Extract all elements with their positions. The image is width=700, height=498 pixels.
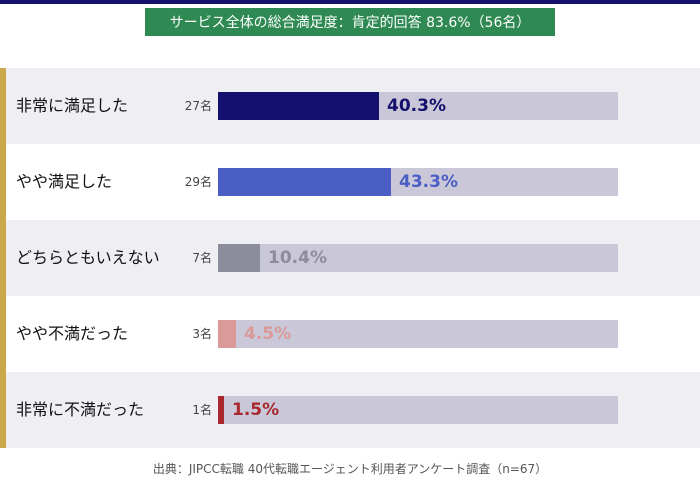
percentage-label: 4.5% [244, 324, 292, 344]
category-label: 非常に満足した [16, 96, 129, 115]
count-label: 1名 [192, 403, 212, 417]
category-label: どちらともいえない [16, 248, 160, 267]
bar [218, 396, 224, 424]
bar [218, 168, 391, 196]
chart-row: やや不満だった 3名 4.5% [6, 296, 700, 372]
bar [218, 92, 379, 120]
bar [218, 320, 236, 348]
bar-track: 43.3% [218, 168, 618, 196]
bar-track: 10.4% [218, 244, 618, 272]
percentage-label: 40.3% [387, 96, 446, 116]
category-label: 非常に不満だった [16, 400, 145, 419]
bar-track: 40.3% [218, 92, 618, 120]
bar-track: 4.5% [218, 320, 618, 348]
bar-track: 1.5% [218, 396, 618, 424]
count-label: 29名 [184, 175, 212, 189]
bar [218, 244, 260, 272]
source-note: 出典：JIPCC転職 40代転職エージェント利用者アンケート調査（n=67） [152, 462, 548, 476]
count-label: 3名 [192, 327, 212, 341]
left-accent-line [0, 68, 6, 448]
chart-row: やや満足した 29名 43.3% [6, 144, 700, 220]
category-label: やや不満だった [16, 324, 129, 343]
count-label: 27名 [184, 99, 212, 113]
percentage-label: 10.4% [268, 248, 327, 268]
chart-row: どちらともいえない 7名 10.4% [6, 220, 700, 296]
chart-title: サービス全体の総合満足度：肯定的回答 83.6%（56名） [145, 8, 555, 36]
top-accent-bar [0, 0, 700, 4]
percentage-label: 43.3% [399, 172, 458, 192]
chart-row: 非常に満足した 27名 40.3% [6, 68, 700, 144]
percentage-label: 1.5% [232, 400, 280, 420]
category-label: やや満足した [16, 172, 113, 191]
chart-row: 非常に不満だった 1名 1.5% [6, 372, 700, 448]
count-label: 7名 [192, 251, 212, 265]
